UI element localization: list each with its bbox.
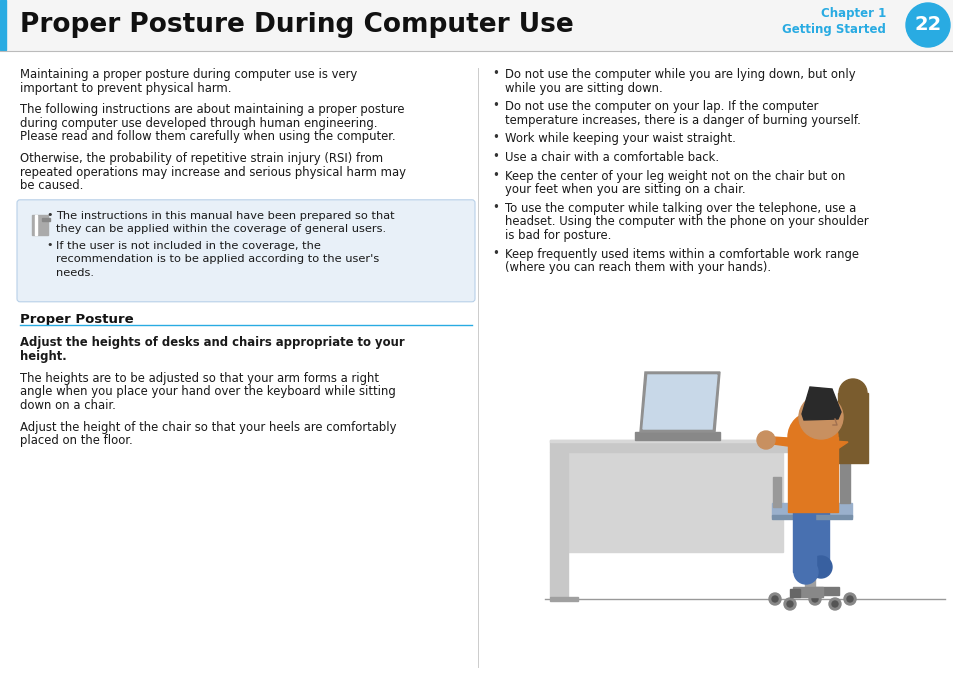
Text: your feet when you are sitting on a chair.: your feet when you are sitting on a chai… <box>504 183 745 196</box>
Bar <box>789 589 800 597</box>
Text: placed on the floor.: placed on the floor. <box>20 434 132 447</box>
Bar <box>35 215 37 235</box>
Text: Adjust the height of the chair so that your heels are comfortably: Adjust the height of the chair so that y… <box>20 420 396 433</box>
Bar <box>42 218 50 221</box>
Bar <box>550 440 789 452</box>
Text: •: • <box>492 169 498 181</box>
Text: Please read and follow them carefully when using the computer.: Please read and follow them carefully wh… <box>20 131 395 144</box>
Circle shape <box>905 3 949 47</box>
Bar <box>812 427 822 437</box>
Text: To use the computer while talking over the telephone, use a: To use the computer while talking over t… <box>504 202 856 215</box>
Text: down on a chair.: down on a chair. <box>20 399 115 412</box>
Text: temperature increases, there is a danger of burning yourself.: temperature increases, there is a danger… <box>504 114 860 127</box>
Circle shape <box>757 431 774 449</box>
Circle shape <box>831 601 837 607</box>
Bar <box>814 587 838 595</box>
Text: Adjust the heights of desks and chairs appropriate to your: Adjust the heights of desks and chairs a… <box>20 336 404 349</box>
Text: Maintaining a proper posture during computer use is very: Maintaining a proper posture during comp… <box>20 68 356 81</box>
Bar <box>792 587 822 597</box>
Text: Keep the center of your leg weight not on the chair but on: Keep the center of your leg weight not o… <box>504 170 844 183</box>
Text: If the user is not included in the coverage, the: If the user is not included in the cover… <box>56 241 320 250</box>
Text: •: • <box>492 100 498 112</box>
Text: The instructions in this manual have been prepared so that: The instructions in this manual have bee… <box>56 211 395 221</box>
Polygon shape <box>801 387 841 420</box>
Bar <box>787 437 837 512</box>
Text: headset. Using the computer with the phone on your shoulder: headset. Using the computer with the pho… <box>504 215 868 228</box>
Circle shape <box>809 556 831 578</box>
Polygon shape <box>639 372 720 432</box>
Circle shape <box>793 560 817 584</box>
Text: •: • <box>492 246 498 259</box>
Text: height.: height. <box>20 350 67 363</box>
Circle shape <box>771 596 778 602</box>
Text: Getting Started: Getting Started <box>781 24 885 37</box>
Polygon shape <box>642 375 717 429</box>
Text: while you are sitting down.: while you are sitting down. <box>504 82 662 95</box>
Bar <box>32 215 48 235</box>
Circle shape <box>799 395 842 439</box>
Text: important to prevent physical harm.: important to prevent physical harm. <box>20 82 232 95</box>
Polygon shape <box>792 512 814 572</box>
Circle shape <box>843 593 855 605</box>
FancyBboxPatch shape <box>17 200 475 302</box>
Bar <box>0 0 6 50</box>
Text: Proper Posture: Proper Posture <box>20 313 133 326</box>
Circle shape <box>768 593 781 605</box>
Bar <box>837 393 867 463</box>
Text: be caused.: be caused. <box>20 179 83 192</box>
Text: •: • <box>46 240 52 250</box>
Text: •: • <box>492 67 498 80</box>
Text: recommendation is to be applied according to the user's: recommendation is to be applied accordin… <box>56 255 379 264</box>
Text: angle when you place your hand over the keyboard while sitting: angle when you place your hand over the … <box>20 385 395 398</box>
Circle shape <box>811 596 817 602</box>
Text: •: • <box>492 150 498 163</box>
Text: •: • <box>492 201 498 214</box>
Circle shape <box>828 598 841 610</box>
Bar <box>550 440 789 442</box>
Text: Chapter 1: Chapter 1 <box>820 7 885 20</box>
Circle shape <box>786 601 792 607</box>
Text: they can be applied within the coverage of general users.: they can be applied within the coverage … <box>56 224 386 234</box>
Text: •: • <box>46 210 52 220</box>
Bar <box>635 432 720 440</box>
Text: Use a chair with a comfortable back.: Use a chair with a comfortable back. <box>504 151 719 164</box>
Text: The heights are to be adjusted so that your arm forms a right: The heights are to be adjusted so that y… <box>20 372 378 385</box>
Text: Proper Posture During Computer Use: Proper Posture During Computer Use <box>20 12 573 38</box>
Circle shape <box>783 598 795 610</box>
Circle shape <box>787 412 837 462</box>
Polygon shape <box>758 437 847 452</box>
Bar <box>804 514 814 594</box>
Text: Work while keeping your waist straight.: Work while keeping your waist straight. <box>504 133 735 146</box>
Bar <box>812 489 828 567</box>
Circle shape <box>838 379 866 407</box>
Bar <box>771 515 851 519</box>
Bar <box>840 458 849 503</box>
Text: 22: 22 <box>913 16 941 35</box>
Bar <box>797 544 815 569</box>
Text: Do not use the computer while you are lying down, but only: Do not use the computer while you are ly… <box>504 68 855 81</box>
Text: during computer use developed through human engineering.: during computer use developed through hu… <box>20 117 377 130</box>
Text: (where you can reach them with your hands).: (where you can reach them with your hand… <box>504 261 770 274</box>
Bar <box>567 452 782 552</box>
Bar <box>0 0 953 50</box>
Text: repeated operations may increase and serious physical harm may: repeated operations may increase and ser… <box>20 166 406 179</box>
Text: Otherwise, the probability of repetitive strain injury (RSI) from: Otherwise, the probability of repetitive… <box>20 152 383 165</box>
Bar <box>550 597 578 601</box>
Text: needs.: needs. <box>56 268 94 278</box>
Bar <box>550 452 567 597</box>
Text: Keep frequently used items within a comfortable work range: Keep frequently used items within a comf… <box>504 248 858 261</box>
Bar <box>772 477 781 507</box>
Text: The following instructions are about maintaining a proper posture: The following instructions are about mai… <box>20 103 404 116</box>
Text: is bad for posture.: is bad for posture. <box>504 229 611 242</box>
Circle shape <box>846 596 852 602</box>
Bar <box>771 503 851 517</box>
Circle shape <box>808 593 821 605</box>
Text: •: • <box>492 131 498 144</box>
Text: Do not use the computer on your lap. If the computer: Do not use the computer on your lap. If … <box>504 100 818 113</box>
